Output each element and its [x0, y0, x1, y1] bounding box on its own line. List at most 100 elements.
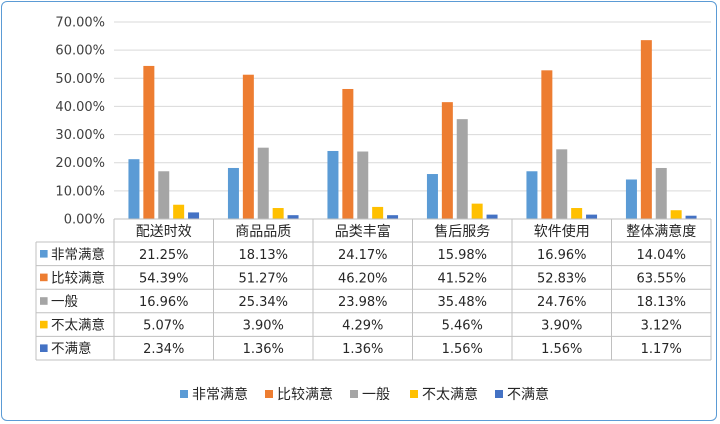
legend-label: 不太满意	[422, 386, 478, 403]
legend: 非常满意 比较满意 一般 不太满意 不满意	[180, 386, 549, 403]
bar	[158, 171, 170, 219]
table-legend-key	[40, 250, 48, 258]
y-tick-label: 50.00%	[55, 72, 105, 87]
data-label: 54.39%	[139, 271, 189, 286]
table-legend-key	[40, 297, 48, 305]
bar	[173, 204, 185, 219]
y-tick-label: 70.00%	[55, 16, 105, 31]
bar	[372, 206, 384, 219]
data-label: 5.07%	[143, 319, 184, 334]
data-label: 3.90%	[541, 319, 582, 334]
bar	[556, 149, 568, 219]
data-label: 18.13%	[636, 295, 686, 310]
data-label: 1.17%	[641, 342, 682, 357]
data-label: 14.04%	[636, 248, 686, 263]
legend-key	[180, 390, 188, 398]
data-label: 16.96%	[139, 295, 189, 310]
data-label: 1.36%	[342, 342, 383, 357]
y-tick-label: 20.00%	[55, 156, 105, 171]
bar	[586, 214, 598, 219]
table-legend-key	[40, 273, 48, 282]
bar	[486, 214, 498, 219]
data-label: 18.13%	[238, 248, 288, 263]
data-label: 63.55%	[636, 271, 686, 286]
legend-key	[350, 390, 358, 398]
data-label: 21.25%	[139, 248, 189, 263]
bar	[655, 167, 667, 219]
data-label: 51.27%	[238, 271, 288, 286]
data-label: 24.17%	[338, 248, 388, 263]
bar	[571, 208, 583, 219]
legend-label: 不满意	[507, 386, 549, 403]
x-tick-label: 品类丰富	[335, 223, 391, 240]
bar	[640, 40, 652, 219]
bar	[670, 210, 682, 219]
y-tick-label: 30.00%	[55, 128, 105, 143]
legend-label: 非常满意	[192, 386, 248, 403]
data-label: 4.29%	[342, 319, 383, 334]
table-row-label: 不太满意	[51, 317, 105, 334]
y-tick-label: 40.00%	[55, 100, 105, 115]
y-tick-label: 10.00%	[55, 184, 105, 199]
data-label: 5.46%	[442, 319, 483, 334]
bar	[426, 174, 438, 219]
table-legend-key	[40, 320, 48, 329]
legend-label: 一般	[362, 387, 390, 403]
x-tick-label: 商品品质	[235, 224, 291, 240]
data-label: 25.34%	[238, 295, 288, 310]
x-tick-label: 配送时效	[136, 224, 192, 240]
table-row-label: 非常满意	[51, 246, 105, 263]
bar	[327, 150, 339, 219]
bar	[387, 215, 399, 219]
bar	[685, 215, 697, 219]
bar	[128, 159, 140, 219]
bar	[272, 208, 284, 219]
bar	[357, 151, 369, 219]
table-row-label: 一般	[51, 294, 78, 310]
legend-label: 比较满意	[277, 386, 333, 403]
y-axis-tick-labels: 0.00% 10.00% 20.00% 30.00% 40.00% 50.00% 60.00…	[55, 16, 105, 228]
data-label: 15.98%	[437, 248, 487, 263]
data-label: 24.76%	[537, 295, 587, 310]
bar	[227, 167, 239, 219]
y-tick-label: 0.00%	[64, 213, 105, 228]
bar	[541, 70, 553, 219]
x-tick-label: 售后服务	[434, 224, 490, 240]
bar	[143, 65, 155, 219]
data-label: 3.90%	[243, 319, 284, 334]
data-label: 16.96%	[537, 248, 587, 263]
x-tick-label: 整体满意度	[626, 223, 696, 240]
data-label: 3.12%	[641, 319, 682, 334]
table-row-label: 比较满意	[51, 269, 105, 286]
bar	[188, 212, 200, 219]
bar	[242, 74, 254, 219]
bar	[471, 203, 483, 219]
data-label: 2.34%	[143, 342, 184, 357]
bar	[625, 179, 637, 219]
data-label: 35.48%	[437, 295, 487, 310]
bar	[526, 171, 538, 219]
gridlines	[114, 21, 711, 192]
bar	[342, 88, 354, 219]
table-row-label: 不满意	[51, 340, 92, 357]
x-tick-label: 软件使用	[534, 223, 590, 240]
data-label: 23.98%	[338, 295, 388, 310]
data-label: 41.52%	[437, 271, 487, 286]
y-tick-label: 60.00%	[55, 44, 105, 59]
data-label: 1.56%	[541, 342, 582, 357]
legend-key	[265, 390, 273, 398]
data-label: 1.36%	[243, 342, 284, 357]
bar	[456, 119, 468, 219]
table-legend-key	[40, 344, 48, 352]
bars	[128, 40, 697, 219]
legend-key	[495, 390, 503, 398]
bar	[441, 102, 453, 219]
data-label: 1.56%	[442, 342, 483, 357]
legend-key	[410, 390, 418, 398]
data-label: 52.83%	[537, 271, 587, 286]
bar	[257, 147, 269, 219]
bar	[287, 215, 299, 219]
data-label: 46.20%	[338, 271, 388, 286]
